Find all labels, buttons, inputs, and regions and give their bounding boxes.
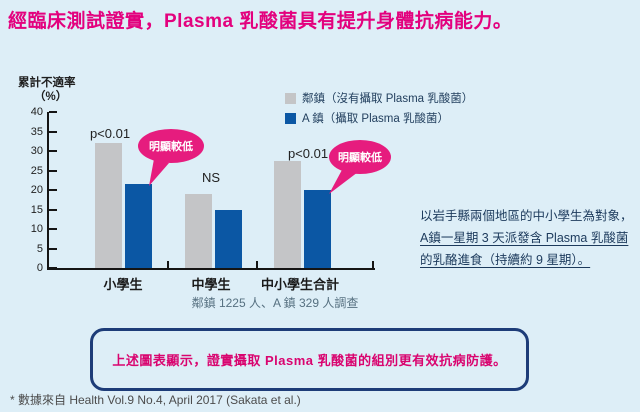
bar-town-a-0 — [125, 184, 152, 268]
significance-label-2: NS — [201, 170, 221, 185]
legend-item-neighbor-town: 鄰鎮（沒有攝取 Plasma 乳酸菌） — [285, 90, 473, 106]
study-description: 以岩手縣兩個地區的中小學生為對象， A鎮一星期 3 天派發含 Plasma 乳酸菌… — [420, 206, 637, 272]
y-axis-unit: （%） — [34, 91, 68, 104]
y-axis-tick — [49, 169, 57, 172]
page-title: 經臨床測試證實，Plasma 乳酸菌具有提升身體抗病能力。 — [8, 11, 513, 32]
bar-neighbor-town-1 — [185, 193, 212, 268]
y-axis-tick-label: 40 — [30, 106, 43, 118]
y-axis-tick-label: 0 — [36, 262, 43, 274]
category-label-total: 中小學生合計 — [260, 277, 339, 292]
callout-bubble-2: 明顯較低 — [329, 140, 391, 194]
x-axis-divider-tick — [167, 261, 169, 268]
legend-label-town-a: A 鎮（攝取 Plasma 乳酸菌） — [302, 113, 449, 125]
legend-item-town-a: A 鎮（攝取 Plasma 乳酸菌） — [285, 110, 473, 126]
category-label-junior-high: 中學生 — [191, 277, 231, 292]
legend: 鄰鎮（沒有攝取 Plasma 乳酸菌） A 鎮（攝取 Plasma 乳酸菌） — [285, 90, 473, 130]
plot-area: 0 5 10 15 20 25 30 35 40 — [31, 106, 375, 274]
y-axis-tick — [49, 189, 57, 191]
legend-swatch-gray — [285, 92, 296, 104]
y-axis-tick — [49, 150, 57, 152]
y-axis-tick-label: 15 — [30, 203, 43, 216]
callout-text-1: 明顯較低 — [149, 139, 193, 153]
y-axis-tick — [49, 267, 57, 269]
significance-label-1: p<0.01 — [89, 126, 131, 141]
y-axis-tick-label: 20 — [30, 184, 43, 196]
study-description-underlined: A鎮一星期 3 天派發含 Plasma 乳酸菌的乳酪進食（持續約 9 星期）。 — [420, 230, 629, 267]
callout-ellipse-2 — [329, 140, 391, 174]
y-axis-label-line1: 累計不適率 — [18, 77, 76, 89]
callout-bubble-1: 明顯較低 — [138, 129, 204, 186]
legend-label-neighbor-town: 鄰鎮（沒有攝取 Plasma 乳酸菌） — [302, 93, 474, 105]
bar-town-a-2 — [304, 190, 331, 268]
source-citation: * 數據來自 Health Vol.9 No.4, April 2017 (Sa… — [10, 393, 301, 407]
y-axis-tick-label: 5 — [36, 242, 43, 255]
conclusion-box: 上述圖表顯示，證實攝取 Plasma 乳酸菌的組別更有效抗病防護。 — [90, 328, 529, 391]
y-axis-tick-label: 35 — [30, 125, 43, 138]
bar-town-a-1 — [215, 209, 242, 268]
callout-tail-1 — [149, 159, 169, 186]
significance-label-3: p<0.01 — [287, 146, 329, 161]
y-axis-label: 累計不適率 （%） — [18, 76, 76, 105]
x-axis-divider-tick — [256, 261, 258, 268]
x-axis-divider-tick — [372, 261, 374, 268]
bar-neighbor-town-0 — [95, 143, 122, 268]
study-description-plain: 以岩手縣兩個地區的中小學生為對象， — [420, 209, 633, 223]
callout-ellipse-1 — [138, 129, 204, 163]
callout-text-2: 明顯較低 — [338, 150, 382, 164]
y-axis-tick — [49, 130, 57, 133]
y-axis-tick — [49, 247, 57, 250]
conclusion-text: 上述圖表顯示，證實攝取 Plasma 乳酸菌的組別更有效抗病防護。 — [112, 353, 507, 368]
y-axis-tick-label: 25 — [30, 164, 43, 177]
category-label-elementary: 小學生 — [103, 277, 143, 292]
y-axis-tick — [49, 228, 57, 230]
y-axis-tick — [49, 111, 57, 113]
bar-neighbor-town-2 — [274, 160, 301, 268]
sample-size-note: 鄰鎮 1225 人、A 鎮 329 人調查 — [191, 296, 359, 310]
y-axis-tick-label: 10 — [30, 223, 43, 235]
callout-tail-2 — [329, 168, 358, 194]
y-axis-tick-label: 30 — [30, 145, 43, 157]
y-axis-tick — [49, 208, 57, 211]
legend-swatch-blue — [285, 112, 296, 124]
